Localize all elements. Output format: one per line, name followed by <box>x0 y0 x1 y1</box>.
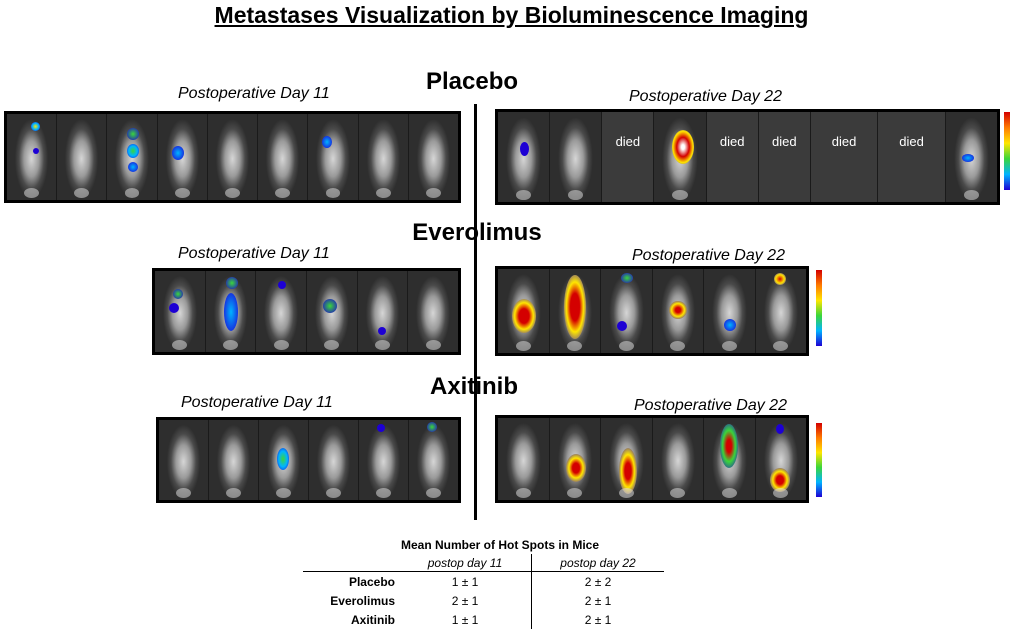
mouse-image <box>308 114 359 200</box>
mouse-image <box>207 114 259 200</box>
died-placeholder: died <box>758 112 811 202</box>
mouse-image <box>309 420 359 500</box>
color-scale-bar <box>1004 112 1010 190</box>
mouse-image <box>498 269 550 353</box>
mouse-image <box>307 271 358 352</box>
died-placeholder: died <box>878 112 946 202</box>
hot-spots-table: postop day 11 postop day 22 Placebo 1 ± … <box>303 554 664 629</box>
row-label: Placebo <box>348 574 395 589</box>
mouse-image <box>359 420 409 500</box>
color-scale-bar <box>816 270 822 346</box>
mouse-image <box>159 420 209 500</box>
mouse-image <box>408 271 458 352</box>
everolimus-day22-label: Postoperative Day 22 <box>632 247 785 264</box>
mouse-image <box>209 420 259 500</box>
died-placeholder: died <box>706 112 759 202</box>
table-row: Everolimus 2 ± 1 2 ± 1 <box>303 591 664 610</box>
placebo-day22-label: Postoperative Day 22 <box>629 88 782 105</box>
mouse-image <box>259 420 309 500</box>
table-corner <box>303 554 399 572</box>
died-label: died <box>831 134 857 149</box>
column-header: postop day 22 <box>531 554 664 572</box>
cell-value: 2 ± 1 <box>584 593 612 608</box>
mouse-image <box>498 418 550 500</box>
cell-value: 2 ± 1 <box>584 612 612 627</box>
mouse-image <box>409 420 458 500</box>
mouse-image <box>550 112 603 202</box>
everolimus-day11-label: Postoperative Day 11 <box>178 245 330 262</box>
cell-value: 2 ± 1 <box>399 591 532 610</box>
center-divider <box>474 104 477 520</box>
mouse-image <box>57 114 108 200</box>
died-label: died <box>899 134 924 149</box>
figure-title: Metastases Visualization by Bioluminesce… <box>214 2 809 28</box>
group-label-everolimus: Everolimus <box>327 219 627 247</box>
placebo-day22-panel: died died died died died <box>495 109 1000 205</box>
mouse-image <box>549 269 601 353</box>
mouse-image <box>704 269 756 353</box>
table-title: Mean Number of Hot Spots in Mice <box>400 538 599 552</box>
row-label: Axitinib <box>351 612 395 627</box>
placebo-day11-label: Postoperative Day 11 <box>178 85 330 102</box>
mouse-image <box>601 418 653 500</box>
died-placeholder: died <box>602 112 655 202</box>
mouse-image <box>601 269 653 353</box>
column-header: postop day 11 <box>399 554 532 572</box>
everolimus-day11-panel <box>152 268 461 355</box>
mouse-image <box>107 114 158 200</box>
mouse-image <box>498 112 551 202</box>
died-label: died <box>615 134 641 149</box>
mouse-image <box>358 114 409 200</box>
mouse-image <box>654 112 707 202</box>
color-scale-bar <box>816 423 822 497</box>
died-label: died <box>719 134 745 149</box>
axitinib-day11-label: Postoperative Day 11 <box>181 394 333 411</box>
mouse-image <box>652 418 704 500</box>
axitinib-day22-label: Postoperative Day 22 <box>634 397 787 414</box>
mouse-image <box>7 114 58 200</box>
mouse-image <box>704 418 756 500</box>
cell-value: 1 ± 1 <box>399 571 532 591</box>
mouse-image <box>357 271 409 352</box>
mouse-image <box>155 271 206 352</box>
table-row: Axitinib 1 ± 1 2 ± 1 <box>303 610 664 629</box>
placebo-day11-panel <box>4 111 461 203</box>
cell-value: 1 ± 1 <box>399 610 532 629</box>
mouse-image <box>205 271 257 352</box>
mouse-image <box>652 269 704 353</box>
group-label-placebo: Placebo <box>425 68 519 95</box>
mouse-image <box>258 114 309 200</box>
mouse-image <box>408 114 458 200</box>
died-placeholder: died <box>810 112 879 202</box>
mouse-image <box>549 418 601 500</box>
everolimus-day22-panel <box>495 266 809 356</box>
mouse-image <box>755 418 806 500</box>
mouse-image <box>945 112 997 202</box>
mouse-image <box>157 114 208 200</box>
cell-value: 2 ± 2 <box>584 574 612 589</box>
axitinib-day11-panel <box>156 417 461 503</box>
axitinib-day22-panel <box>495 415 809 503</box>
table-row: Placebo 1 ± 1 2 ± 2 <box>303 571 664 591</box>
mouse-image <box>755 269 806 353</box>
mouse-image <box>256 271 308 352</box>
row-label: Everolimus <box>330 593 395 608</box>
died-label: died <box>771 134 797 149</box>
